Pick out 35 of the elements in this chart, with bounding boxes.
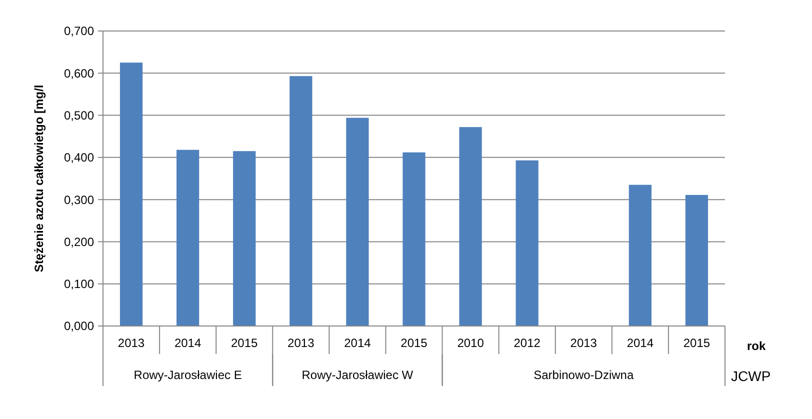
x-tick-label: 2015	[683, 336, 710, 350]
x-tick-label: 2015	[400, 336, 428, 350]
bar	[233, 151, 256, 326]
x-tick-label: 2013	[570, 336, 598, 350]
y-tick-label: 0,600	[64, 66, 94, 80]
y-axis-title: Stężenie azotu całkowietgo [mg/l	[32, 84, 46, 272]
bar	[459, 127, 482, 326]
x-tick-label: 2015	[231, 336, 258, 350]
y-tick-label: 0,300	[64, 192, 94, 207]
x-tick-label: 2014	[626, 336, 654, 350]
bar	[685, 194, 708, 326]
bar	[120, 62, 143, 326]
bar	[628, 184, 652, 326]
y-tick-label: 0,400	[64, 150, 94, 165]
text: Rowy-Jarosławiec E	[134, 368, 242, 382]
y-tick-label: 0,100	[64, 277, 94, 292]
text: rok	[747, 339, 766, 353]
bar	[176, 150, 200, 326]
x-tick-label: 2013	[288, 336, 315, 350]
bar	[346, 118, 369, 326]
x-tick-label: 2013	[118, 336, 145, 350]
y-tick-label: 0,700	[64, 24, 94, 38]
text: Sarbinowo-Dziwna	[534, 368, 634, 382]
y-tick-label: 0,500	[64, 108, 94, 122]
x-tick-label: 2014	[344, 336, 372, 350]
x-tick-label: 2010	[457, 336, 484, 350]
bar	[290, 76, 312, 326]
x-tick-label: 2012	[514, 336, 541, 350]
text: Rowy-Jarosławiec W	[302, 368, 414, 382]
y-tick-label: 0,000	[64, 319, 94, 334]
bar	[402, 152, 426, 326]
y-tick-label: 0,200	[64, 234, 94, 249]
bar	[516, 160, 538, 326]
text: JCWP	[731, 368, 771, 384]
x-tick-label: 2014	[174, 336, 202, 350]
